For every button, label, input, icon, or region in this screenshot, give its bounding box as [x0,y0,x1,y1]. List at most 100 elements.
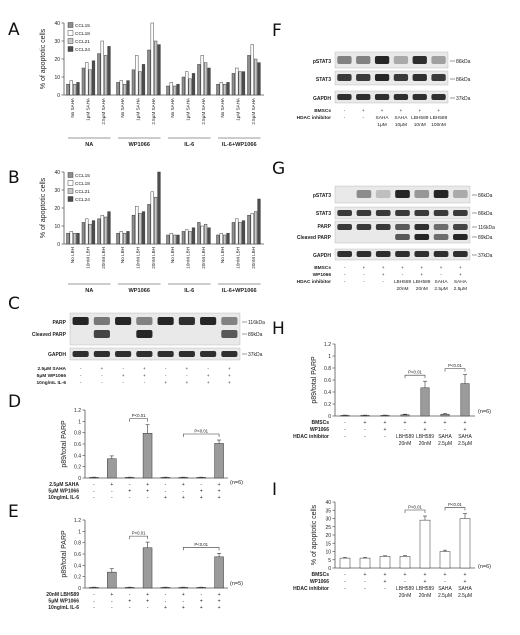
panel-f-band [412,94,427,100]
panel-e-condition-value: + [128,599,131,605]
panel-a-bar [207,67,211,96]
panel-e-condition-value: - [93,592,95,598]
panel-c-condition-value: - [144,381,146,386]
panel-h-significance-label: P<0.01 [448,363,462,368]
panel-f-band [412,74,427,81]
panel-c-condition-value: - [207,367,209,372]
panel-a-bar [204,62,208,96]
panel-a-x-tick-label: No SAHA [120,97,125,118]
panel-e-condition-value: + [164,605,167,611]
panel-a-bar [250,44,254,96]
panel-f-row-label: GAPDH [313,96,331,102]
panel-b-bar [81,222,85,245]
panel-g-band [337,251,352,257]
panel-f-condition-value: + [362,109,365,114]
panel-b-bar [135,205,139,245]
panel-f-band [393,74,409,81]
panel-b-bar [154,196,158,245]
panel-a-bar [104,55,108,96]
panel-b-bar [150,191,154,245]
panel-b-bar [250,213,254,245]
panel-h-y-tick-label: 1.2 [324,342,331,348]
panel-b-bar [147,204,151,245]
panel-i-condition-value: SAHA [458,586,472,592]
panel-g-condition-value: LBH589 [413,279,431,285]
panel-b-bar [123,232,127,245]
panel-e-condition-value: - [165,599,167,605]
panel-d-condition-value: + [218,495,221,501]
panel-e-condition-value: + [218,599,221,605]
panel-e-n-label: (n=5) [230,581,243,587]
panel-a-y-tick-label: 10 [54,75,60,81]
panel-d-y-tick-label: 0.8 [74,431,81,437]
panel-b-bar [88,223,92,245]
panel-a-bar [231,73,235,96]
panel-a-bar [126,80,130,96]
panel-h-condition-value: - [344,427,346,433]
panel-h-condition-value: - [384,434,386,440]
panel-b-bar [107,211,111,245]
panel-g-condition-value: - [363,273,365,278]
panel-d-bar [178,477,189,479]
panel-a-bar [226,82,230,96]
panel-g-condition-value: + [420,266,423,271]
panel-a-bar [73,83,77,96]
panel-i-y-axis-label: % of apoptotic cells [311,504,318,565]
panel-b-y-tick-label: 40 [54,170,60,176]
panel-g-condition-value: 2.5μM [454,286,467,292]
panel-i-y-tick-label: 10 [325,550,331,556]
panel-g-band [395,190,410,198]
panel-h-y-tick-label: 0.2 [324,402,331,408]
panel-a-legend-swatch [67,46,74,52]
panel-g-band [375,224,391,230]
panel-a-x-tick-label: 2.5μM SAHA [101,97,106,125]
panel-e-significance-label: P<0.01 [132,531,146,536]
panel-g-band [375,251,391,257]
panel-b-bar [104,216,108,245]
panel-b-bar [207,227,211,245]
panel-h-bar [340,415,350,417]
panel-b-bar [116,232,120,245]
panel-d-condition-value: - [165,482,167,488]
panel-f-blot-strip [334,70,449,86]
panel-b-group-label: IL-6+WP1066 [222,288,257,294]
panel-b-y-tick-label: 0 [57,242,60,248]
panel-b-bar [138,213,142,245]
panel-letter-a: A [8,20,20,40]
panel-e-condition-value: - [165,592,167,598]
panel-c-condition-value: + [228,381,231,386]
panel-a-bar [176,83,180,96]
panel-b-x-tick-label: 20nM LBH [151,247,156,269]
panel-e-y-tick-label: 0.8 [74,541,81,547]
panel-c-condition-value: + [122,374,125,379]
panel-h-condition-value: SAHA [458,434,472,440]
panel-f-condition-value: + [381,109,384,114]
panel-e-condition-value: - [111,605,113,611]
panel-e-bar [196,587,206,589]
panel-b-bar [100,214,104,245]
panel-c-band [115,317,132,325]
panel-a-bar [191,73,196,96]
panel-f-condition-value: SAHA [394,115,408,121]
panel-g-band [414,210,430,216]
panel-h-condition-value: 20nM [399,441,412,447]
panel-a-x-tick-label: 2.5μM SAHA [151,97,156,125]
panel-b-x-tick-label: 10nM LBH [85,247,90,269]
panel-g-kda-label: 116kDa [478,225,495,231]
panel-f-band [374,74,390,81]
panel-f-condition-value: LBH589 [411,115,429,121]
panel-a-bar [238,71,242,96]
panel-h-condition-value: + [384,420,387,426]
panel-a-bar [173,85,177,96]
panel-a-bar [216,83,220,96]
panel-a-bar [100,40,104,96]
panel-c-condition-value: - [80,374,82,379]
panel-i-y-tick-label: 15 [325,541,331,547]
panel-c-condition-value: - [122,367,124,372]
panel-c-band [72,317,89,325]
panel-b-x-tick-label: 10nM LBH [235,247,240,269]
panel-c-band [115,351,132,357]
panel-a-x-tick-label: No SAHA [170,97,175,118]
panel-d-bar [214,443,224,479]
